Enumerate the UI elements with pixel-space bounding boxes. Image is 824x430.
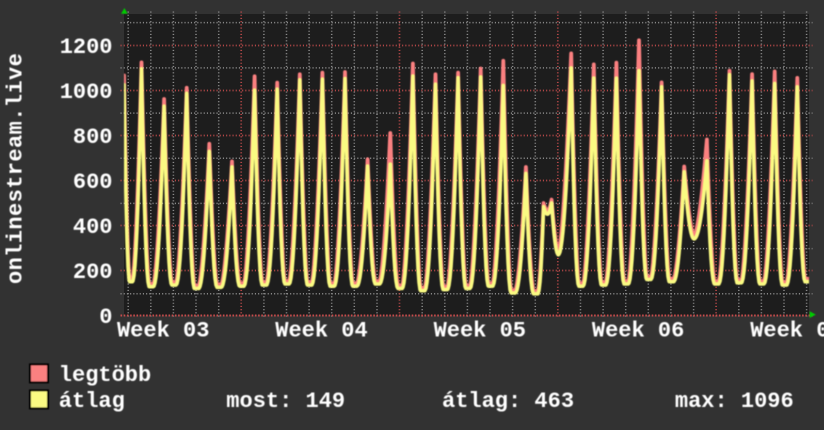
- svg-text:Week 06: Week 06: [592, 319, 684, 344]
- svg-text:Week 04: Week 04: [275, 319, 367, 344]
- svg-text:600: 600: [73, 170, 113, 195]
- svg-text:onlinestream.live: onlinestream.live: [4, 53, 29, 284]
- svg-text:legtöbb: legtöbb: [59, 363, 151, 388]
- svg-text:0: 0: [99, 305, 112, 330]
- svg-text:1200: 1200: [60, 35, 113, 60]
- svg-text:max: 1096: max: 1096: [675, 389, 794, 414]
- svg-text:átlag: átlag: [59, 389, 125, 414]
- svg-text:800: 800: [73, 125, 113, 150]
- svg-text:Week 05: Week 05: [434, 319, 526, 344]
- svg-text:Week 03: Week 03: [117, 319, 209, 344]
- svg-text:200: 200: [73, 260, 113, 285]
- svg-text:átlag: 463: átlag: 463: [442, 389, 574, 414]
- svg-text:1000: 1000: [60, 80, 113, 105]
- svg-text:400: 400: [73, 215, 113, 240]
- svg-text:Week 07: Week 07: [750, 319, 824, 344]
- svg-text:most: 149: most: 149: [226, 389, 345, 414]
